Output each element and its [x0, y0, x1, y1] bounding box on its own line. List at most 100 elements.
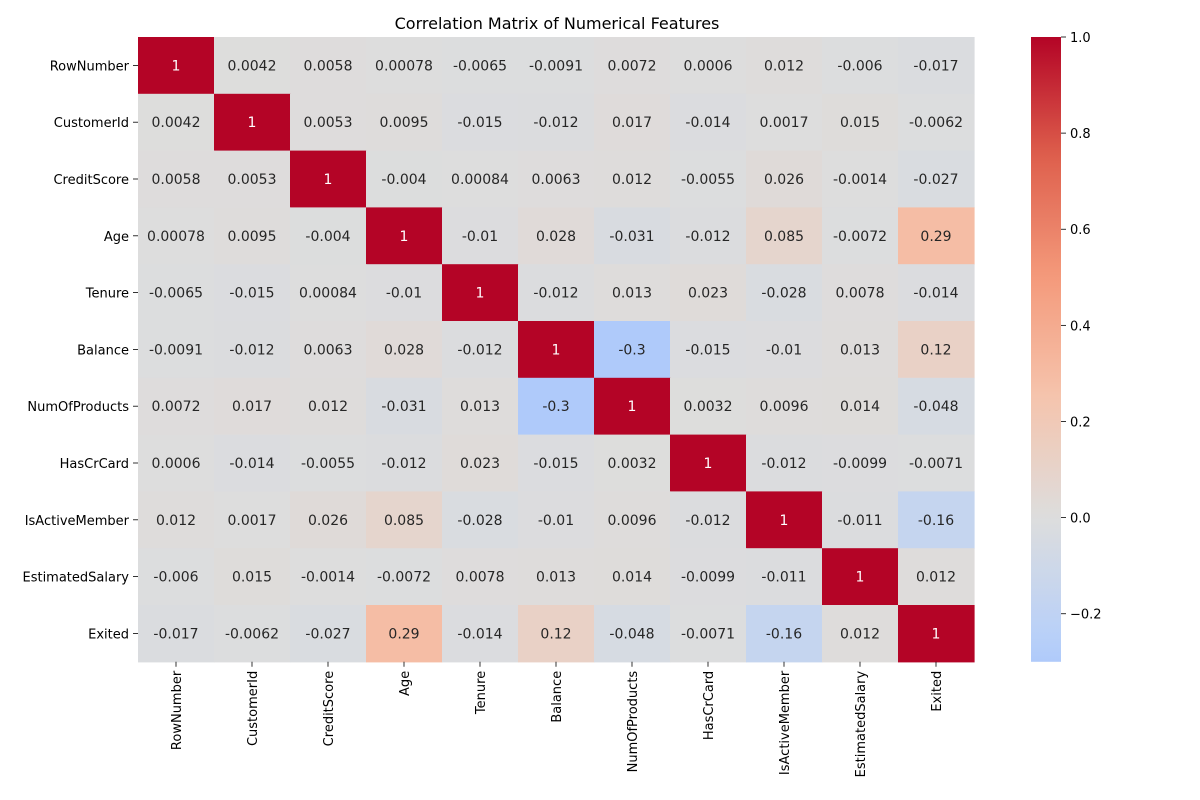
cell-value-label: 0.017	[232, 399, 272, 415]
cell-value-label: -0.01	[462, 229, 498, 245]
cell-value-label: -0.048	[913, 399, 958, 415]
heatmap-cell	[290, 321, 367, 379]
cell-value-label: -0.0071	[909, 456, 963, 472]
heatmap-cell	[594, 434, 671, 492]
heatmap-cell	[214, 377, 291, 436]
heatmap-cell	[822, 434, 899, 492]
colorbar: −0.2 0.0 0.2 0.4 0.6 0.8 1.0	[1031, 31, 1102, 662]
cell-value-label: -0.0071	[681, 626, 735, 642]
cell-value-label: -0.015	[229, 286, 274, 302]
heatmap-cell	[138, 548, 215, 606]
heatmap-cell	[518, 93, 595, 152]
heatmap-cell	[822, 264, 899, 322]
cell-value-label: 0.00084	[451, 172, 509, 188]
cell-value-label: -0.012	[685, 229, 730, 245]
x-tick-label: CreditScore	[322, 671, 337, 747]
y-tick-label: Exited	[88, 627, 129, 642]
heatmap-cell	[898, 605, 975, 663]
heatmap-cells: 1 0.0042 0.0058 0.00078 -0.0065 -0.0091 0.0072…	[138, 37, 975, 663]
heatmap-cell	[822, 321, 899, 379]
colorbar-tick-label: 0.4	[1070, 319, 1091, 334]
cell-value-label: 0.085	[764, 229, 804, 245]
heatmap-cell	[594, 605, 671, 663]
cell-value-label: 0.0006	[684, 58, 733, 74]
cell-value-label: -0.01	[766, 342, 802, 358]
heatmap-cell	[366, 150, 443, 208]
cell-value-label: 1	[400, 229, 409, 245]
heatmap-cell	[822, 37, 899, 95]
heatmap-cell	[290, 93, 367, 152]
heatmap-cell	[442, 434, 519, 492]
cell-value-label: -0.027	[305, 626, 350, 642]
cell-value-label: -0.012	[381, 456, 426, 472]
y-tick-label: Balance	[77, 343, 129, 358]
heatmap-cell	[822, 93, 899, 152]
cell-value-label: -0.012	[533, 286, 578, 302]
cell-value-label: 0.12	[920, 342, 951, 358]
heatmap-cell	[898, 93, 975, 152]
cell-value-label: 0.012	[764, 58, 804, 74]
cell-value-label: 0.00078	[375, 58, 433, 74]
cell-value-label: -0.004	[381, 172, 426, 188]
heatmap-cell	[746, 605, 823, 663]
heatmap-cell	[898, 491, 975, 549]
cell-value-label: 1	[704, 456, 713, 472]
cell-value-label: -0.014	[913, 286, 958, 302]
chart-title: Correlation Matrix of Numerical Features	[395, 14, 720, 33]
cell-value-label: 0.29	[920, 229, 951, 245]
cell-value-label: 1	[248, 115, 257, 131]
cell-value-label: 0.0095	[228, 229, 277, 245]
cell-value-label: -0.006	[837, 58, 882, 74]
cell-value-label: -0.017	[913, 58, 958, 74]
heatmap-cell	[290, 37, 367, 95]
cell-value-label: -0.017	[153, 626, 198, 642]
heatmap-cell	[746, 321, 823, 379]
heatmap-cell	[442, 150, 519, 208]
cell-value-label: 0.0058	[304, 58, 353, 74]
cell-value-label: 0.012	[156, 513, 196, 529]
heatmap-cell	[670, 548, 747, 606]
cell-value-label: -0.048	[609, 626, 654, 642]
heatmap-cell	[366, 377, 443, 436]
heatmap-cell	[898, 548, 975, 606]
heatmap-cell	[746, 93, 823, 152]
x-tick-label: EstimatedSalary	[854, 671, 869, 778]
cell-value-label: 0.0032	[608, 456, 657, 472]
heatmap-cell	[138, 264, 215, 322]
heatmap-cell	[822, 150, 899, 208]
heatmap-cell	[138, 491, 215, 549]
cell-value-label: 0.0053	[228, 172, 277, 188]
colorbar-tick-label: −0.2	[1070, 608, 1102, 623]
cell-value-label: -0.015	[457, 115, 502, 131]
heatmap-cell	[518, 491, 595, 549]
y-tick-label: CustomerId	[54, 116, 129, 131]
heatmap-cell	[290, 548, 367, 606]
heatmap-cell	[594, 491, 671, 549]
heatmap-cell	[138, 377, 215, 436]
heatmap-cell	[366, 548, 443, 606]
heatmap-cell	[138, 93, 215, 152]
heatmap-cell	[442, 491, 519, 549]
heatmap-cell	[366, 321, 443, 379]
cell-value-label: -0.0014	[833, 172, 887, 188]
y-tick-label: NumOfProducts	[27, 400, 129, 415]
heatmap-cell	[822, 605, 899, 663]
cell-value-label: -0.0062	[909, 115, 963, 131]
heatmap-cell	[366, 93, 443, 152]
cell-value-label: 1	[476, 286, 485, 302]
heatmap-cell	[594, 264, 671, 322]
heatmap-cell	[594, 150, 671, 208]
heatmap-cell	[442, 207, 519, 265]
cell-value-label: -0.3	[542, 399, 569, 415]
heatmap-cell	[898, 37, 975, 95]
heatmap-cell	[746, 434, 823, 492]
cell-value-label: -0.004	[305, 229, 350, 245]
heatmap-cell	[138, 207, 215, 265]
cell-value-label: 0.013	[536, 570, 576, 586]
heatmap-cell	[594, 377, 671, 436]
cell-value-label: -0.0072	[377, 570, 431, 586]
heatmap-cell	[214, 548, 291, 606]
heatmap-cell	[138, 150, 215, 208]
cell-value-label: 1	[552, 342, 561, 358]
heatmap-cell	[214, 207, 291, 265]
